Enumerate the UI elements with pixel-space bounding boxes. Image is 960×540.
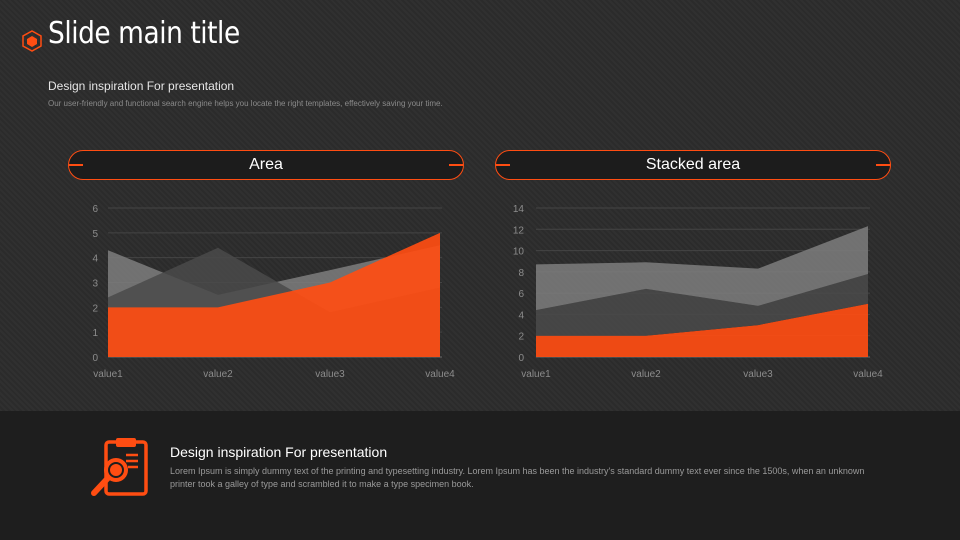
y-tick-label: 10 <box>513 247 525 258</box>
stacked-area-chart-header: Stacked area <box>495 150 891 180</box>
x-tick-label: value3 <box>743 369 773 380</box>
stacked-area-chart-title: Stacked area <box>645 156 741 173</box>
header-line-left <box>496 164 510 166</box>
clipboard-search-icon <box>91 438 148 496</box>
x-tick-label: value4 <box>853 369 883 380</box>
stacked-area-series-3 <box>536 303 868 357</box>
y-tick-label: 0 <box>92 353 98 364</box>
header-line-left <box>69 164 83 166</box>
y-tick-label: 6 <box>518 289 524 300</box>
footer-text: Lorem Ipsum is simply dummy text of the … <box>170 466 865 489</box>
stacked-area-series-1 <box>536 226 868 311</box>
x-tick-label: value2 <box>631 369 661 380</box>
y-tick-label: 1 <box>92 328 98 339</box>
y-tick-label: 6 <box>92 204 98 215</box>
page-title: Slide main title <box>48 16 240 51</box>
y-tick-label: 8 <box>518 268 524 279</box>
y-tick-label: 0 <box>518 353 524 364</box>
footer-title: Design inspiration For presentation <box>170 444 388 460</box>
cube-logo-icon <box>22 30 42 52</box>
y-tick-label: 2 <box>92 303 98 314</box>
x-tick-label: value1 <box>93 369 123 380</box>
header-line-right <box>449 164 463 166</box>
y-tick-label: 4 <box>518 310 524 321</box>
x-tick-label: value1 <box>521 369 551 380</box>
y-tick-label: 2 <box>518 332 524 343</box>
x-tick-label: value4 <box>425 369 455 380</box>
y-tick-label: 12 <box>513 225 525 236</box>
area-chart-header: Area <box>68 150 464 180</box>
x-tick-label: value3 <box>315 369 345 380</box>
x-tick-label: value2 <box>203 369 233 380</box>
y-tick-label: 4 <box>92 254 98 265</box>
y-tick-label: 5 <box>92 229 98 240</box>
area-chart-title: Area <box>249 156 283 173</box>
area-series-3 <box>108 232 440 357</box>
stacked-area-series-2 <box>536 273 868 336</box>
page-description: Our user-friendly and functional search … <box>48 99 443 108</box>
footer-band <box>0 411 960 540</box>
page-subtitle: Design inspiration For presentation <box>48 79 235 93</box>
y-tick-label: 14 <box>513 204 525 215</box>
y-tick-label: 3 <box>92 279 98 290</box>
header-line-right <box>876 164 890 166</box>
